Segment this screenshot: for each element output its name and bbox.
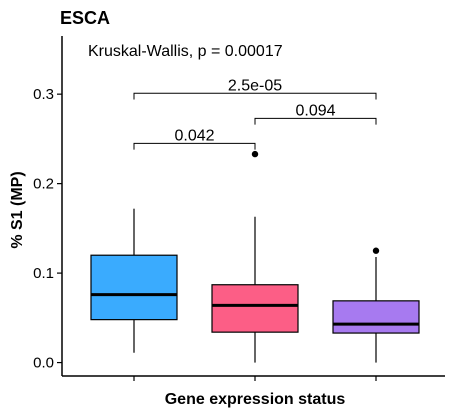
y-tick-label: 0.2 xyxy=(33,176,54,193)
y-tick-label: 0.0 xyxy=(33,355,54,372)
x-axis-ticks xyxy=(133,376,377,381)
p-value-label: 2.5e-05 xyxy=(228,77,282,94)
box-iqr xyxy=(90,254,178,321)
y-axis-ticks: 0.0 0.1 0.2 0.3 xyxy=(33,86,62,372)
p-value-label: 0.042 xyxy=(174,127,214,144)
box-group xyxy=(90,150,420,363)
bracket-line xyxy=(133,92,377,100)
comparison-bracket: 0.094 xyxy=(254,102,377,125)
kruskal-wallis-annotation: Kruskal-Wallis, p = 0.00017 xyxy=(88,43,283,60)
x-axis-title: Gene expression status xyxy=(165,391,346,408)
bracket-line xyxy=(254,117,377,125)
y-tick-label: 0.1 xyxy=(33,265,54,282)
box-1 xyxy=(90,208,178,353)
box-iqr xyxy=(211,284,299,333)
comparison-brackets: 0.042 0.094 2.5e-05 xyxy=(133,77,377,150)
comparison-bracket: 2.5e-05 xyxy=(133,77,377,100)
box-3 xyxy=(332,247,420,363)
y-axis-title: % S1 (MP) xyxy=(9,171,26,248)
y-tick-label: 0.3 xyxy=(33,86,54,103)
p-value-label: 0.094 xyxy=(295,102,335,119)
bracket-line xyxy=(133,142,256,150)
outlier-point xyxy=(251,150,259,158)
box-iqr xyxy=(332,300,420,334)
outlier-point xyxy=(372,247,380,254)
comparison-bracket: 0.042 xyxy=(133,127,256,150)
box-2 xyxy=(211,150,299,363)
chart-title: ESCA xyxy=(60,8,110,28)
